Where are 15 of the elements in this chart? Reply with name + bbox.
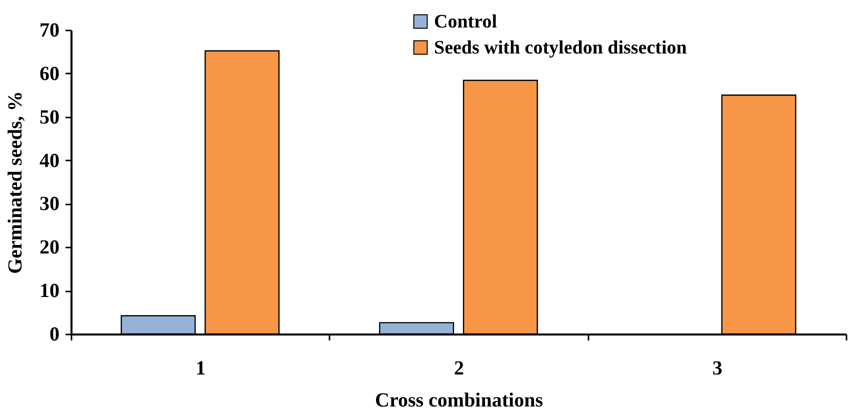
y-tick-label: 50	[40, 106, 60, 128]
y-axis-title: Germinated seeds, %	[4, 91, 26, 274]
x-tick-label: 3	[712, 358, 722, 380]
x-axis-title: Cross combinations	[375, 390, 544, 412]
y-tick-label: 0	[50, 324, 60, 346]
y-tick-label: 30	[40, 193, 60, 216]
y-tick-label: 70	[40, 20, 60, 42]
legend-label: Seeds with cotyledon dissection	[434, 38, 688, 58]
y-tick-label: 20	[40, 236, 60, 259]
y-tick-label: 40	[40, 150, 60, 172]
x-tick-label: 2	[454, 358, 464, 380]
x-tick-label: 1	[196, 358, 206, 380]
y-tick-label: 10	[40, 280, 60, 302]
y-tick-label: 60	[40, 62, 60, 85]
legend-label: Control	[434, 12, 497, 32]
